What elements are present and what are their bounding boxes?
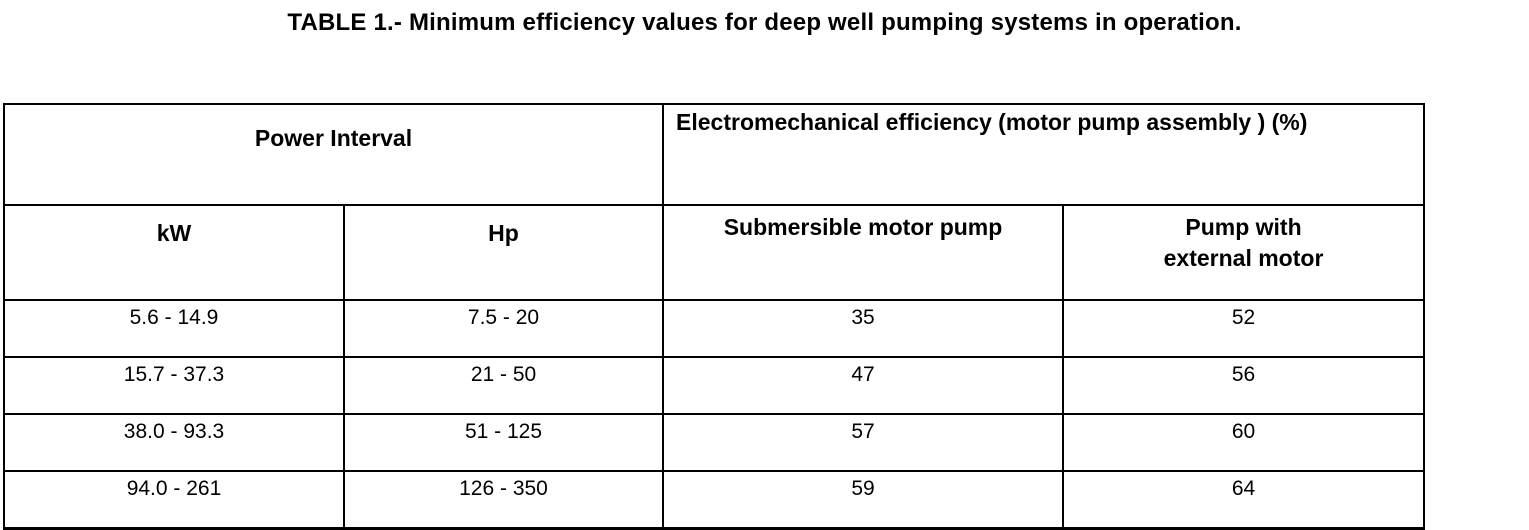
cell-hp-range: 126 - 350 [342, 470, 665, 530]
col-header-submersible-motor-pump: Submersible motor pump [662, 204, 1065, 301]
header-power-interval: Power Interval [2, 103, 665, 206]
cell-kw-range: 94.0 - 261 [3, 470, 345, 530]
cell-external-efficiency: 64 [1062, 470, 1426, 530]
col-header-external-line1: Pump with [1185, 214, 1302, 240]
column-header-row: kW Hp Submersible motor pump Pump with e… [3, 204, 1426, 301]
table-row: 38.0 - 93.3 51 - 125 57 60 [3, 413, 1426, 472]
table-row: 5.6 - 14.9 7.5 - 20 35 52 [3, 299, 1426, 358]
col-header-hp: Hp [342, 204, 665, 301]
cell-external-efficiency: 60 [1062, 413, 1426, 472]
header-electromechanical-efficiency: Electromechanical efficiency (motor pump… [662, 103, 1426, 206]
cell-hp-range: 51 - 125 [342, 413, 665, 472]
cell-kw-range: 38.0 - 93.3 [3, 413, 345, 472]
table-caption: TABLE 1.- Minimum efficiency values for … [287, 9, 1242, 36]
cell-submersible-efficiency: 57 [662, 413, 1065, 472]
cell-submersible-efficiency: 47 [662, 356, 1065, 415]
col-header-pump-with-external-motor: Pump with external motor [1062, 204, 1426, 301]
table-row: 15.7 - 37.3 21 - 50 47 56 [3, 356, 1426, 415]
cell-kw-range: 5.6 - 14.9 [3, 299, 345, 358]
cell-hp-range: 7.5 - 20 [342, 299, 665, 358]
col-header-kw: kW [3, 204, 345, 301]
efficiency-table: Power Interval Electromechanical efficie… [2, 103, 1426, 530]
cell-external-efficiency: 52 [1062, 299, 1426, 358]
col-header-external-line2: external motor [1163, 245, 1324, 271]
cell-submersible-efficiency: 35 [662, 299, 1065, 358]
cell-submersible-efficiency: 59 [662, 470, 1065, 530]
group-header-row: Power Interval Electromechanical efficie… [2, 103, 1426, 206]
cell-external-efficiency: 56 [1062, 356, 1426, 415]
table-row: 94.0 - 261 126 - 350 59 64 [3, 470, 1426, 530]
cell-hp-range: 21 - 50 [342, 356, 665, 415]
cell-kw-range: 15.7 - 37.3 [3, 356, 345, 415]
